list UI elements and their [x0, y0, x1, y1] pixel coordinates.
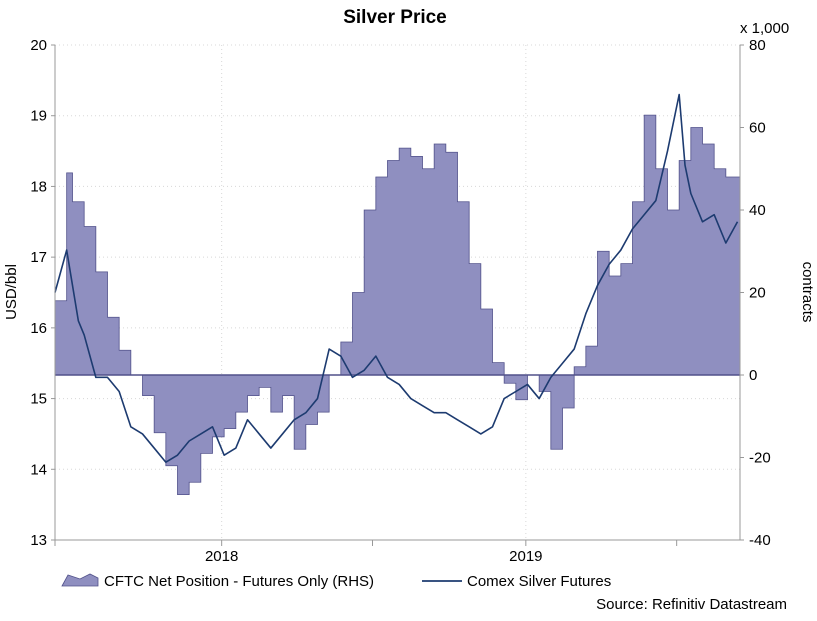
gridlines	[55, 44, 740, 541]
legend-label-cftc: CFTC Net Position - Futures Only (RHS)	[104, 573, 374, 590]
y-tick-label: 18	[30, 178, 47, 195]
comex-silver-futures-line	[54, 93, 739, 464]
source-note: Source: Refinitiv Datastream	[596, 596, 787, 613]
chart-title: Silver Price	[343, 7, 447, 28]
x-tick-label: 2019	[509, 548, 542, 565]
legend: CFTC Net Position - Futures Only (RHS) Co…	[61, 573, 611, 590]
y-tick-label: 14	[30, 461, 47, 478]
y2-tick-label: 20	[749, 285, 766, 302]
y2-tick-label: -40	[749, 532, 771, 549]
y-tick-label: 16	[30, 320, 47, 337]
cftc-net-position-area	[54, 114, 741, 496]
comex-silver-futures-series	[54, 93, 739, 464]
y2-multiplier-label: x 1,000	[740, 20, 789, 37]
legend-swatch-cftc	[61, 573, 99, 587]
y2-tick-label: 60	[749, 120, 766, 137]
y-axis-label: USD/bbl	[3, 264, 20, 320]
x-tick-label: 2018	[205, 548, 238, 565]
cftc-net-position-series	[54, 114, 741, 496]
y2-axis-label: contracts	[799, 262, 816, 323]
legend-label-comex: Comex Silver Futures	[467, 573, 611, 590]
y-tick-label: 13	[30, 532, 47, 549]
y-tick-label: 15	[30, 391, 47, 408]
y2-tick-label: 0	[749, 367, 757, 384]
y-tick-label: 17	[30, 249, 47, 266]
y2-tick-label: 40	[749, 202, 766, 219]
y-tick-label: 20	[30, 37, 47, 54]
y2-tick-label: -20	[749, 450, 771, 467]
y-tick-label: 19	[30, 108, 47, 125]
axes: 13 14 15 16 17 18 19 20 -40 -20 0 20 40 60 80 2018 2019	[30, 37, 770, 565]
y2-tick-label: 80	[749, 37, 766, 54]
